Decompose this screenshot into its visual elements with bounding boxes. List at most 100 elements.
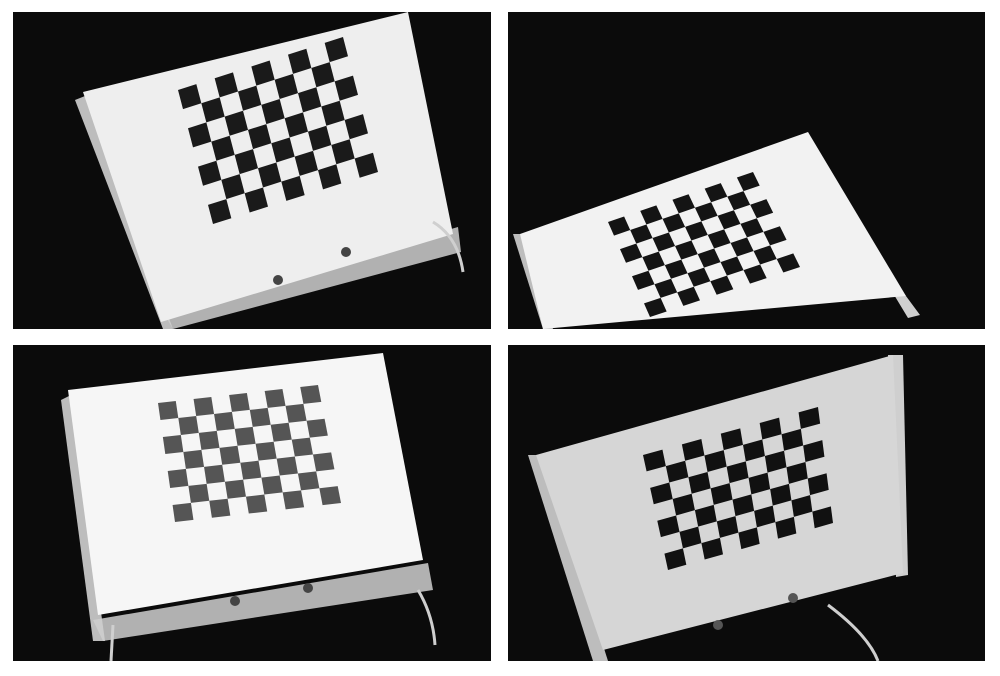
checker-square (632, 270, 655, 290)
checkerboard (178, 37, 378, 224)
checker-square (244, 187, 268, 213)
checker-square (650, 482, 673, 505)
checker-square (770, 483, 792, 506)
photo-bottom-right (508, 345, 985, 661)
checker-square (652, 232, 676, 252)
checker-square (812, 506, 833, 529)
checker-square (640, 205, 663, 225)
checker-square (234, 426, 256, 446)
checker-square (255, 441, 277, 461)
checker-square (608, 216, 631, 236)
checker-square (245, 494, 268, 514)
checker-square (240, 460, 262, 480)
photo-top-right (508, 12, 985, 329)
photo-bottom-right-scene (508, 345, 985, 661)
checker-square (707, 229, 731, 249)
checker-square (204, 464, 225, 484)
checker-square (354, 152, 378, 178)
checker-square (291, 437, 313, 457)
checker-square (694, 202, 718, 222)
checker-square (311, 62, 335, 88)
checker-square (740, 218, 764, 238)
checker-square (717, 210, 741, 230)
checker-square (198, 160, 222, 186)
checker-square (229, 393, 250, 412)
checker-square (803, 440, 825, 462)
checker-square (750, 199, 774, 219)
checker-square (764, 450, 787, 473)
checker-square (743, 439, 765, 462)
checker-square (198, 430, 220, 450)
checker-square (321, 100, 345, 126)
checker-square (675, 240, 698, 260)
checker-square (642, 251, 665, 271)
checker-square (807, 473, 829, 496)
checkerboard (608, 172, 800, 317)
photo-bottom-left-scene (13, 345, 491, 661)
stand-hole (341, 247, 351, 257)
checker-square (710, 483, 733, 505)
checker-square (331, 139, 355, 165)
checker-square (183, 449, 205, 469)
checker-square (677, 286, 700, 306)
checker-square (738, 527, 760, 550)
checker-square (664, 548, 687, 570)
checker-square (781, 428, 804, 451)
checker-square (288, 48, 312, 74)
photo-top-left (13, 12, 491, 329)
checker-square (687, 267, 711, 287)
checker-square (319, 486, 341, 506)
checker-square (620, 243, 643, 263)
checker-square (214, 72, 238, 98)
checker-square (224, 479, 246, 499)
stand-leg (416, 589, 437, 646)
checker-square (727, 191, 751, 211)
checker-square (258, 162, 282, 188)
checker-square (730, 237, 754, 257)
checker-square (672, 493, 695, 516)
checker-square (643, 449, 666, 472)
stand-hole (230, 596, 240, 606)
checker-square (701, 537, 723, 560)
checker-square (798, 407, 821, 429)
checker-square (238, 85, 262, 111)
checker-square (294, 150, 318, 176)
checker-square (274, 73, 298, 99)
checker-square (743, 264, 767, 284)
stand-leg (432, 220, 465, 273)
checker-square (318, 164, 342, 190)
checker-square (786, 462, 808, 484)
checker-square (219, 445, 241, 465)
stand-hole (303, 583, 313, 593)
checker-square (158, 401, 179, 420)
calibration-card (520, 132, 906, 329)
checker-square (697, 248, 721, 268)
checker-square (334, 75, 358, 101)
checker-square (324, 37, 348, 63)
checker-square (736, 172, 760, 192)
checker-square (249, 407, 271, 427)
checker-square (281, 175, 305, 201)
checker-square (178, 84, 202, 110)
checker-square (261, 99, 285, 125)
checkerboard (643, 407, 833, 570)
checker-square (704, 450, 727, 472)
checker-square (172, 502, 194, 522)
checker-square (704, 183, 728, 203)
checker-square (644, 297, 667, 317)
checker-square (679, 526, 702, 549)
checker-square (193, 397, 215, 416)
acrylic-edge-left (528, 455, 608, 661)
stand-hole (788, 593, 798, 603)
checker-square (162, 434, 184, 454)
checker-square (672, 194, 695, 214)
stand-hole (713, 620, 723, 630)
checker-square (694, 504, 717, 527)
checker-square (234, 149, 258, 175)
checker-square (344, 114, 368, 140)
checker-square (710, 275, 734, 295)
checker-square (759, 417, 782, 440)
checker-square (201, 97, 225, 123)
checker-square (754, 505, 776, 528)
checker-square (285, 403, 307, 423)
